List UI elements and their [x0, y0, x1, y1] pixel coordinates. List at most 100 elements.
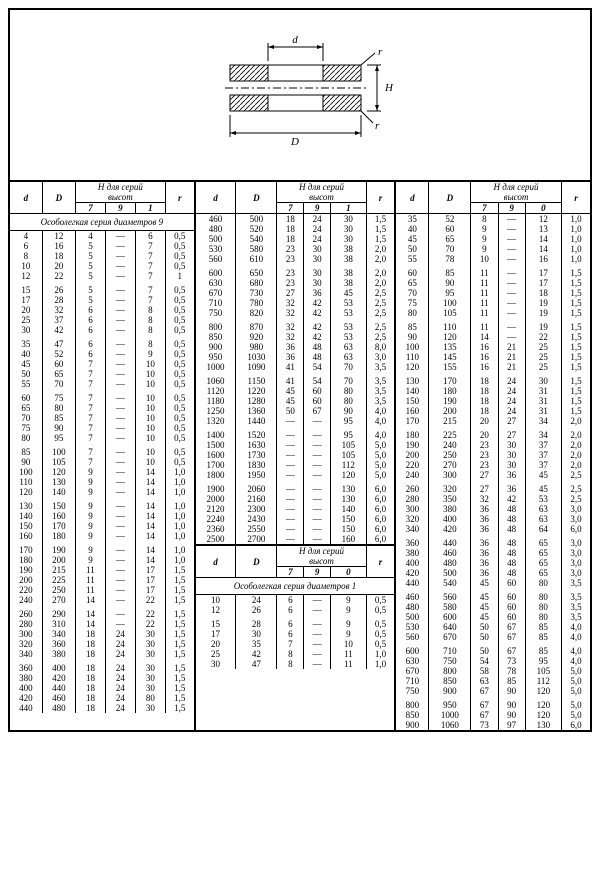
cell: 100	[429, 298, 471, 308]
cell: 1,5	[366, 234, 394, 244]
cell: 2,5	[366, 298, 394, 308]
cell: 16	[525, 254, 561, 264]
cell: 53	[331, 308, 367, 318]
cell: 20	[10, 305, 42, 315]
cell: 1,5	[561, 376, 590, 386]
cell: 225	[429, 430, 471, 440]
col-d: d	[396, 182, 429, 214]
cell: 1,0	[561, 224, 590, 234]
table-row: 2202702330372,0	[396, 460, 590, 470]
cell: 800	[429, 666, 471, 676]
cell: 270	[42, 595, 75, 605]
cell: 7	[76, 369, 106, 379]
cell: 54	[304, 376, 331, 386]
cell: 64	[525, 524, 561, 534]
table-row: 75090067901205,0	[396, 686, 590, 696]
cell: 1950	[236, 470, 277, 480]
cell: 420	[42, 673, 75, 683]
table-row: 3003401824301,5	[10, 629, 194, 639]
cell: 50	[471, 622, 498, 632]
cell: 3,0	[561, 504, 590, 514]
cell: 24	[498, 386, 525, 396]
cell: 30	[135, 703, 165, 713]
cell: 750	[429, 656, 471, 666]
cell: 220	[396, 460, 429, 470]
cell: 18	[525, 288, 561, 298]
table-row: 1501709—141,0	[10, 521, 194, 531]
table-row: 35528—121,0	[396, 214, 590, 225]
cell: 45	[10, 359, 42, 369]
cell: 110	[10, 477, 42, 487]
cell: 35	[236, 639, 277, 649]
cell: 112	[525, 676, 561, 686]
cell: 23	[277, 278, 304, 288]
cell: 13	[525, 224, 561, 234]
cell: 42	[304, 332, 331, 342]
cell: 0,5	[165, 241, 193, 251]
cell: 1030	[236, 352, 277, 362]
cell: 180	[10, 555, 42, 565]
cell: 420	[429, 524, 471, 534]
cell: 1,5	[165, 575, 193, 585]
cell: —	[105, 555, 135, 565]
cell: 560	[429, 592, 471, 602]
cell: 38	[331, 278, 367, 288]
cell: 950	[429, 700, 471, 710]
cell: —	[277, 450, 304, 460]
cell: 750	[396, 686, 429, 696]
cell: 42	[236, 649, 277, 659]
cell: 0,5	[366, 605, 394, 615]
cell: 24	[498, 376, 525, 386]
table-row: 7508203242532,5	[196, 308, 395, 318]
cell: 30	[135, 639, 165, 649]
cell: 12	[42, 231, 75, 242]
cell: 8	[277, 659, 304, 669]
cell: 11	[471, 308, 498, 318]
cell: 75	[10, 423, 42, 433]
cell: 25	[196, 649, 236, 659]
cell: 0,5	[165, 413, 193, 423]
cell: 6	[10, 241, 42, 251]
cell: —	[277, 534, 304, 545]
table-row: 45607—100,5	[10, 359, 194, 369]
table-row: 26029014—221,5	[10, 609, 194, 619]
cell: 1360	[236, 406, 277, 416]
cell: 310	[42, 619, 75, 629]
cell: 10	[135, 423, 165, 433]
table-row: 850100067901205,0	[396, 710, 590, 720]
table-panel-b: d D H для серий высот r 7 9 1 460500	[196, 182, 397, 730]
cell: 1,0	[165, 501, 193, 511]
cell: 80	[331, 396, 367, 406]
cell: 24	[105, 649, 135, 659]
cell: 105	[331, 450, 367, 460]
cell: 3,5	[366, 362, 394, 372]
cell: 5	[76, 271, 106, 281]
cell: 27	[471, 484, 498, 494]
cell: 18	[76, 663, 106, 673]
cell: 350	[429, 494, 471, 504]
cell: 4,0	[366, 406, 394, 416]
dim-d: d	[292, 34, 298, 46]
cell: 17	[135, 575, 165, 585]
cell: 80	[331, 386, 367, 396]
cell: 4	[76, 231, 106, 242]
col-9: 9	[304, 203, 331, 214]
cell: 14	[135, 487, 165, 497]
cell: 40	[10, 349, 42, 359]
table-row: 3804603648653,0	[396, 548, 590, 558]
cell: 260	[396, 484, 429, 494]
table-row: 901057—100,5	[10, 457, 194, 467]
cell: 8	[135, 339, 165, 349]
cell: 65	[396, 278, 429, 288]
cell: 73	[471, 720, 498, 730]
cell: 7	[135, 241, 165, 251]
table-row: 1401801824311,5	[396, 386, 590, 396]
cell: 35	[10, 339, 42, 349]
cell: 140	[10, 511, 42, 521]
cell: —	[105, 565, 135, 575]
cell: 1440	[236, 416, 277, 426]
cell: 6	[76, 349, 106, 359]
cell: 32	[277, 332, 304, 342]
table-row: 30478—111,0	[196, 659, 395, 669]
cell: 1600	[196, 450, 236, 460]
